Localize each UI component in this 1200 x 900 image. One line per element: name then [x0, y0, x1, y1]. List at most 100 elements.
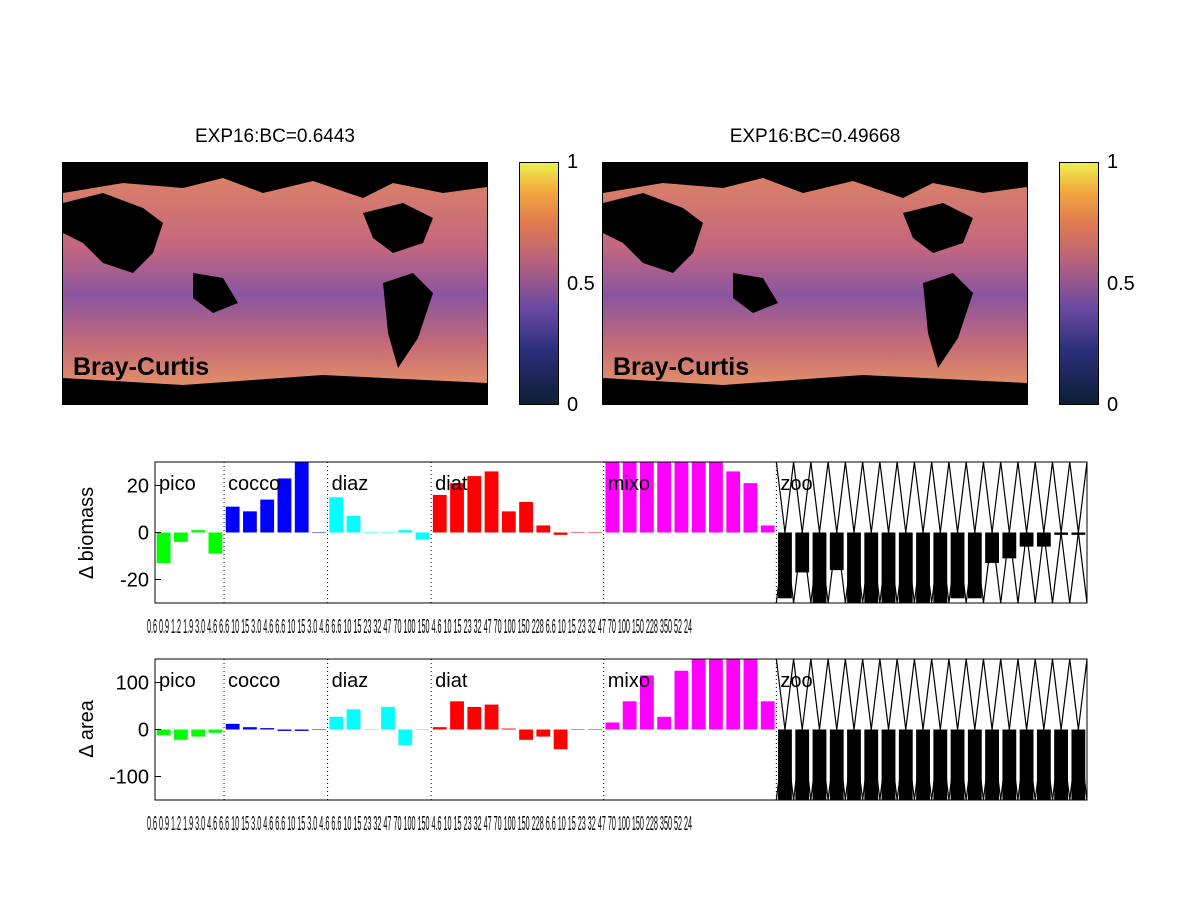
bar [346, 709, 361, 730]
bar [191, 729, 206, 737]
zoo-cross-line [913, 461, 933, 604]
bar [277, 478, 292, 533]
bar [225, 723, 240, 730]
zoo-cross-line [775, 461, 795, 604]
zoo-cross-line [931, 658, 950, 801]
zoo-cross-line [948, 658, 967, 801]
colorbar-tick-min: 0 [567, 394, 579, 416]
bar [812, 532, 827, 603]
zoo-cross-line [844, 658, 864, 801]
group-label: diat [435, 670, 468, 692]
bar [329, 497, 344, 533]
y-tick-label: 0 [138, 523, 149, 545]
y-tick-label: 20 [127, 476, 149, 498]
world-map-right: Bray-Curtis [602, 162, 1028, 405]
zoo-cross-line [1034, 658, 1054, 801]
bar [415, 729, 430, 730]
group-label: pico [159, 670, 196, 692]
bar [933, 532, 948, 603]
bar [1002, 729, 1017, 800]
bar [329, 716, 344, 730]
bar [450, 483, 464, 533]
bar [312, 532, 326, 533]
bar [967, 532, 982, 599]
bar [467, 706, 482, 730]
bar [674, 670, 689, 730]
group-label: diaz [332, 670, 369, 692]
bar [1002, 532, 1017, 559]
bar [933, 729, 948, 800]
bar [381, 706, 395, 730]
zoo-cross-line [827, 461, 846, 604]
bar [898, 532, 913, 603]
zoo-cross-line [775, 658, 795, 801]
bar [743, 483, 758, 533]
bar [674, 462, 689, 533]
zoo-cross-line [1069, 658, 1088, 801]
bar [1019, 532, 1034, 547]
zoo-cross-line [775, 461, 795, 604]
bar [398, 729, 413, 746]
x-tick-labels: 0.6 0.9 1.2 1.9 3.0 4.6 6.6 10 15 3.0 4.… [147, 813, 692, 835]
zoo-cross-line [879, 658, 898, 801]
group-label: diaz [332, 473, 369, 495]
bar [709, 462, 723, 533]
y-tick-label: -100 [109, 767, 149, 789]
bar [363, 729, 378, 730]
zoo-cross-line [792, 658, 812, 801]
bar [536, 729, 551, 737]
y-tick-label: -20 [120, 570, 149, 592]
zoo-cross-line [810, 658, 829, 801]
bar [622, 462, 637, 533]
bar [346, 516, 361, 533]
x-tick-labels: 0.6 0.9 1.2 1.9 3.0 4.6 6.6 10 15 3.0 4.… [147, 616, 692, 638]
bar [519, 501, 533, 533]
bar [467, 476, 482, 533]
world-map-image [63, 163, 487, 404]
zoo-cross-line [810, 461, 829, 604]
bar [501, 728, 516, 730]
zoo-cross-line [913, 658, 933, 801]
map-label-right: Bray-Curtis [613, 353, 750, 381]
bar [622, 701, 637, 730]
bar [639, 462, 654, 533]
bar [570, 729, 585, 730]
group-label: zoo [780, 670, 812, 692]
bar [225, 506, 240, 533]
bar [243, 727, 257, 730]
axes-frame [154, 658, 1088, 801]
map-title-left: EXP16:BC=0.6443 [194, 126, 356, 147]
bar [778, 532, 792, 599]
zoo-cross-line [862, 658, 881, 801]
zoo-cross-line [913, 461, 933, 604]
bar [760, 525, 775, 533]
zoo-cross-line [879, 461, 898, 604]
colorbar-tick-max: 1 [1107, 151, 1119, 173]
zoo-cross-line [896, 461, 916, 604]
bar [605, 722, 620, 730]
zoo-cross-line [827, 658, 846, 801]
bar [881, 729, 896, 800]
bar [260, 728, 275, 730]
bar [208, 532, 223, 554]
zoo-cross-line [775, 658, 795, 801]
bar [1054, 729, 1069, 800]
bar [639, 675, 654, 730]
zoo-cross-line [1017, 461, 1036, 604]
bar [709, 659, 723, 730]
bar [208, 729, 223, 733]
zoo-cross-line [810, 658, 829, 801]
zoo-cross-line [1017, 658, 1036, 801]
bar [553, 532, 568, 535]
bar [294, 462, 309, 533]
bar [760, 701, 775, 730]
bar [588, 532, 603, 533]
zoo-cross-line [827, 461, 846, 604]
zoo-cross-line [948, 658, 967, 801]
bar [415, 532, 430, 540]
zoo-cross-line [982, 461, 1002, 604]
y-tick-label: 0 [138, 720, 149, 742]
colorbar-tick-max: 1 [567, 151, 579, 173]
bar [812, 729, 827, 800]
bar [156, 532, 171, 564]
